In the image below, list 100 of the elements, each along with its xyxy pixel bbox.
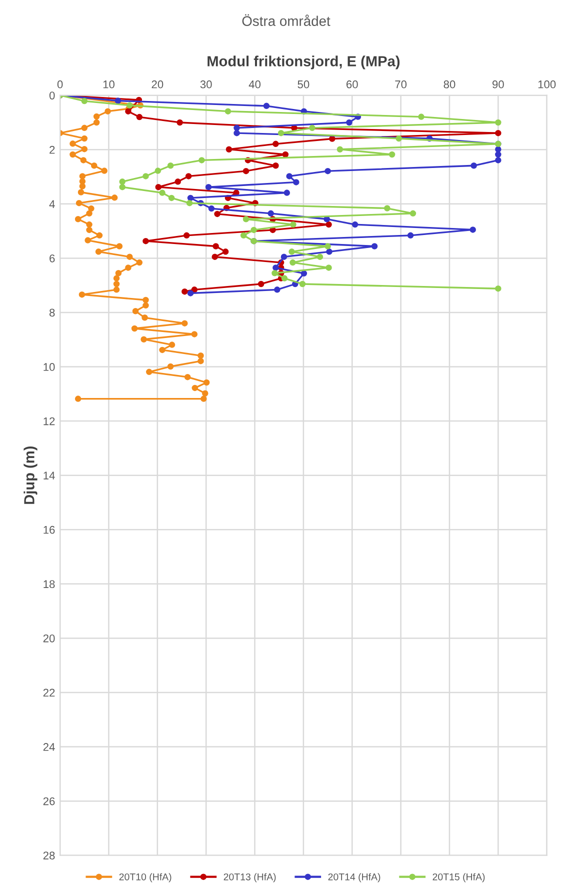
point xyxy=(182,288,188,295)
point xyxy=(84,237,91,244)
point xyxy=(74,216,82,222)
point xyxy=(136,114,143,120)
x-tick-label: 100 xyxy=(538,80,556,88)
x-tick-label: 10 xyxy=(103,80,114,88)
point xyxy=(286,173,292,180)
point xyxy=(224,108,232,114)
point xyxy=(136,259,143,266)
point xyxy=(242,168,250,174)
point xyxy=(222,248,229,255)
point xyxy=(263,102,270,110)
point xyxy=(198,157,205,164)
x-tick-label: 90 xyxy=(492,80,504,88)
point xyxy=(81,98,88,104)
point xyxy=(185,173,192,180)
point xyxy=(159,346,166,354)
point xyxy=(96,232,103,239)
point xyxy=(70,140,76,147)
point xyxy=(126,254,133,260)
point xyxy=(495,285,502,292)
x-axis-title: Modul friktionsjord, E (MPa) xyxy=(208,56,400,70)
point xyxy=(155,184,162,190)
point xyxy=(272,270,278,276)
point xyxy=(184,374,191,380)
point xyxy=(114,98,122,104)
point xyxy=(407,232,414,239)
point xyxy=(346,119,352,126)
point xyxy=(91,162,98,169)
x-tick-label: 50 xyxy=(298,80,310,88)
point xyxy=(93,113,100,120)
point xyxy=(101,168,108,174)
point xyxy=(205,184,212,190)
y-tick-label: 0 xyxy=(49,92,55,100)
point xyxy=(168,342,176,348)
point xyxy=(167,162,174,169)
point xyxy=(203,379,210,386)
point xyxy=(125,108,132,114)
x-tick-label: 0 xyxy=(57,80,63,88)
point xyxy=(316,254,324,260)
point xyxy=(126,102,133,109)
point xyxy=(191,331,198,338)
point xyxy=(336,146,344,152)
y-tick-label: 14 xyxy=(44,472,55,480)
point xyxy=(293,179,300,186)
point xyxy=(284,190,290,196)
point xyxy=(274,286,280,293)
y-tick-label: 12 xyxy=(44,417,55,426)
point xyxy=(300,270,308,277)
point xyxy=(81,146,88,152)
point xyxy=(113,280,120,288)
point xyxy=(495,146,502,152)
point xyxy=(326,248,332,255)
point xyxy=(495,151,502,158)
point xyxy=(326,221,332,228)
point xyxy=(80,157,87,164)
point xyxy=(146,368,152,376)
y-tick-label: 4 xyxy=(49,200,55,208)
point xyxy=(214,210,220,218)
point xyxy=(495,119,502,126)
y-tick-label: 24 xyxy=(43,743,55,751)
point xyxy=(278,130,284,136)
point xyxy=(418,114,424,120)
point xyxy=(280,254,288,260)
x-tick-label: 20 xyxy=(152,80,164,88)
point xyxy=(198,358,204,364)
point xyxy=(81,135,88,142)
legend-label: 20T14 (HfA) xyxy=(328,873,380,882)
point xyxy=(226,146,232,152)
point xyxy=(154,168,162,174)
point xyxy=(234,130,240,136)
point xyxy=(142,238,149,244)
legend-label: 20T13 (HfA) xyxy=(224,873,276,882)
y-tick-label: 8 xyxy=(50,308,55,317)
point xyxy=(495,157,502,164)
point xyxy=(74,396,82,402)
point xyxy=(234,124,240,132)
x-tick-label: 60 xyxy=(346,80,358,88)
point xyxy=(290,221,296,228)
point xyxy=(191,286,198,293)
point xyxy=(324,243,331,250)
legend-label: 20T15 (HfA) xyxy=(432,873,485,882)
point xyxy=(142,296,149,304)
point xyxy=(212,243,219,250)
y-tick-label: 2 xyxy=(50,146,55,154)
point xyxy=(78,189,84,196)
point xyxy=(250,226,257,234)
y-tick-label: 22 xyxy=(43,688,55,697)
y-tick-label: 16 xyxy=(44,526,55,534)
point xyxy=(113,275,120,282)
point xyxy=(384,205,390,212)
point xyxy=(282,151,289,158)
point xyxy=(290,259,296,266)
point xyxy=(268,210,274,217)
y-tick-label: 28 xyxy=(43,852,55,860)
point xyxy=(212,254,218,260)
point xyxy=(78,291,86,298)
x-tick-label: 30 xyxy=(200,80,212,88)
point xyxy=(142,302,149,309)
x-tick-label: 40 xyxy=(248,80,261,88)
